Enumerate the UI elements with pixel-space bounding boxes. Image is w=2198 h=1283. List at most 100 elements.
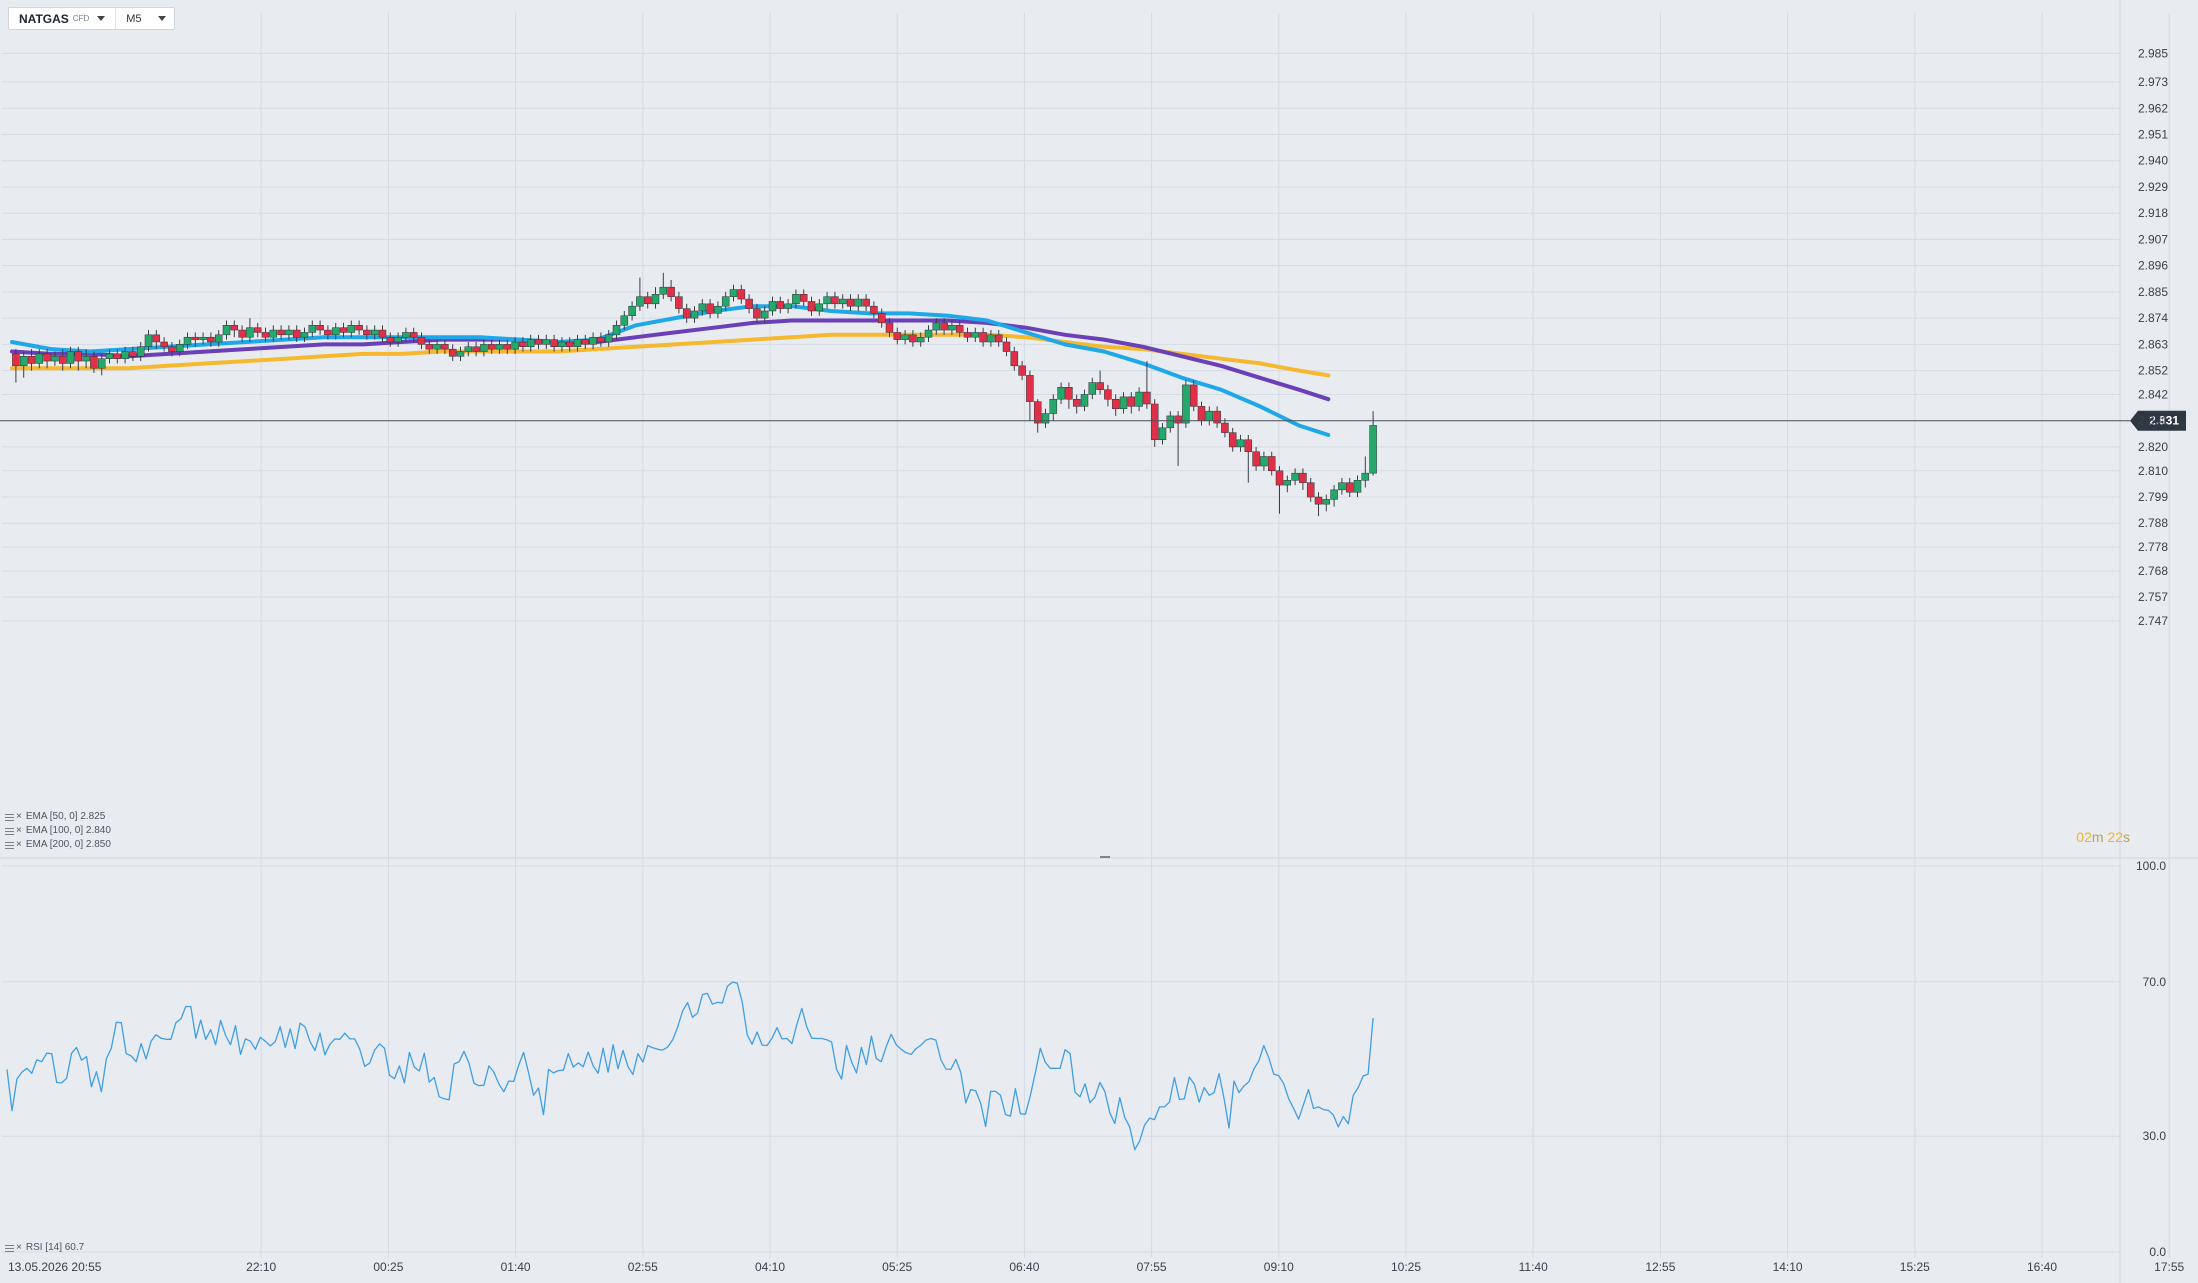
candle-body xyxy=(916,336,925,343)
candle-body xyxy=(144,334,153,348)
candle xyxy=(1002,337,1011,357)
y-tick-label: 2.940 xyxy=(2138,154,2168,168)
candle xyxy=(1041,408,1050,428)
candle xyxy=(682,303,691,323)
candle xyxy=(1150,399,1159,447)
candle xyxy=(526,334,535,352)
candle-body xyxy=(160,341,168,348)
candle xyxy=(597,332,605,347)
candle-body xyxy=(199,336,207,340)
candle-body xyxy=(628,305,636,316)
x-tick-label: 15:25 xyxy=(1900,1260,1930,1274)
candle xyxy=(43,349,51,369)
legend-ema50[interactable]: × EMA [50, 0] 2.825 xyxy=(5,811,105,822)
legend-rsi[interactable]: × RSI [14] 60.7 xyxy=(5,1242,84,1253)
candle-body xyxy=(1096,382,1104,390)
candle xyxy=(66,346,75,369)
candle-body xyxy=(737,289,746,300)
candle xyxy=(1182,380,1190,428)
candle-countdown: 02m 22s xyxy=(2076,829,2130,845)
x-tick-label: 17:55 xyxy=(2154,1260,2184,1274)
candle-body xyxy=(27,356,36,364)
candle-body xyxy=(690,310,699,319)
candle-body xyxy=(347,325,356,333)
rsi-tick-label: 70.0 xyxy=(2143,975,2167,989)
rsi-tick-label: 100.0 xyxy=(2136,859,2166,873)
candle-body xyxy=(511,341,519,350)
x-tick-label: 06:40 xyxy=(1009,1260,1039,1274)
candle-body xyxy=(402,332,410,338)
x-tick-label: 04:10 xyxy=(755,1260,785,1274)
candle-body xyxy=(121,351,129,359)
candle-body xyxy=(448,348,457,357)
legend-ema100[interactable]: × EMA [100, 0] 2.840 xyxy=(5,825,111,836)
ema-line-0 xyxy=(10,304,1331,437)
countdown-seconds: 22 xyxy=(2107,829,2123,845)
candle xyxy=(168,341,176,357)
close-icon[interactable]: × xyxy=(16,839,22,850)
candle-body xyxy=(1306,482,1315,498)
candle xyxy=(261,327,270,342)
candle xyxy=(511,337,519,354)
candle xyxy=(877,308,886,328)
candle-body xyxy=(1260,456,1268,467)
candle xyxy=(1049,394,1058,421)
legend-ema200[interactable]: × EMA [200, 0] 2.850 xyxy=(5,839,111,850)
candle-body xyxy=(1150,403,1159,441)
candle-body xyxy=(729,289,738,297)
candle xyxy=(1065,382,1073,409)
candle xyxy=(651,287,660,309)
candle-body xyxy=(1267,456,1276,472)
candle xyxy=(636,277,644,311)
candle-body xyxy=(659,286,668,295)
candle-body xyxy=(74,351,83,362)
candle-body xyxy=(82,356,90,362)
candle xyxy=(909,330,917,347)
close-icon[interactable]: × xyxy=(16,825,22,836)
candle-body xyxy=(776,301,785,309)
candle-body xyxy=(573,339,582,348)
candle xyxy=(714,301,722,319)
candle xyxy=(1143,361,1151,409)
candle xyxy=(487,339,496,354)
candle-body xyxy=(838,298,847,305)
candle-body xyxy=(12,353,20,367)
candle xyxy=(901,330,909,345)
timeframe-selector[interactable]: M5 xyxy=(116,8,173,29)
candle-body xyxy=(760,310,769,319)
candle-body xyxy=(1205,410,1214,421)
candle-body xyxy=(355,325,363,331)
close-icon[interactable]: × xyxy=(16,811,22,822)
candle-body xyxy=(324,329,332,336)
candle xyxy=(1018,361,1026,381)
candle xyxy=(113,349,122,364)
candle-body xyxy=(1127,396,1136,407)
candle xyxy=(495,339,504,354)
candle xyxy=(19,351,28,378)
candle xyxy=(745,294,753,314)
candle xyxy=(1026,370,1034,421)
candle-body xyxy=(1322,499,1331,505)
candle-body xyxy=(1104,389,1112,400)
candle-body xyxy=(721,296,730,307)
candle-body xyxy=(378,329,387,338)
candle xyxy=(277,325,285,340)
x-tick-label: 02:55 xyxy=(628,1260,658,1274)
candle-body xyxy=(261,332,270,338)
close-icon[interactable]: × xyxy=(16,1242,22,1253)
candle-body xyxy=(191,336,200,340)
candle-body xyxy=(1283,480,1292,486)
symbol-selector[interactable]: NATGAS CFD xyxy=(9,8,117,29)
candle xyxy=(807,296,816,316)
candle-body xyxy=(175,344,184,352)
candle-body xyxy=(253,327,262,333)
candle-body xyxy=(1158,427,1167,441)
candle-body xyxy=(831,296,839,305)
pane-resize-handle[interactable] xyxy=(1100,856,1110,858)
list-icon xyxy=(5,827,14,835)
rsi-pane xyxy=(6,981,1374,1151)
candle xyxy=(1213,406,1221,428)
candle xyxy=(565,337,574,352)
candle-body xyxy=(706,303,714,314)
